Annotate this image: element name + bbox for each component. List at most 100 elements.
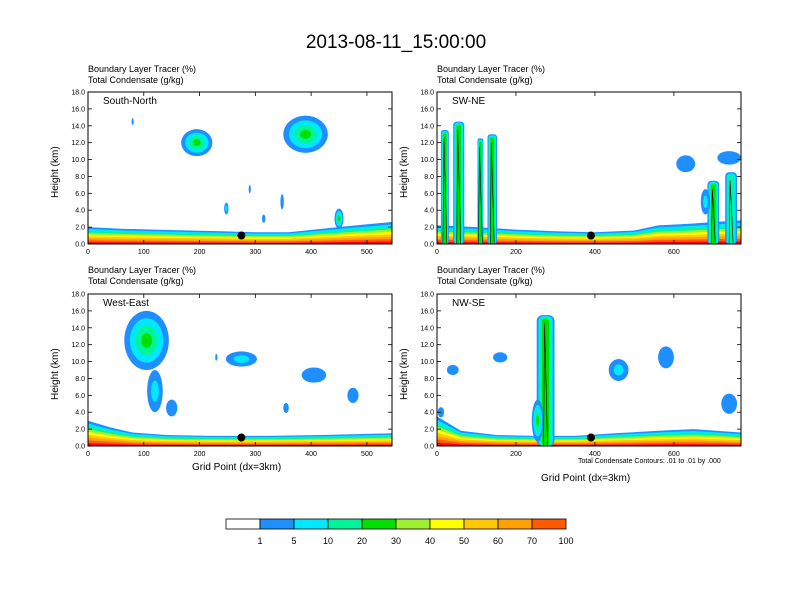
panel-2-line2: Total Condensate (g/kg) [437,75,533,85]
ytick-label: 18.0 [71,90,85,97]
panel-4-xlabel: Grid Point (dx=3km) [541,473,631,484]
xtick-label: 0 [435,451,439,458]
panel-4-line2: Total Condensate (g/kg) [437,276,533,286]
ytick-label: 0.0 [424,444,434,451]
ytick-label: 12.0 [71,140,85,147]
panel-2-header: Boundary Layer Tracer (%) Total Condensa… [437,64,545,86]
cloud-south-north-4 [225,205,228,212]
panel-south-north: 0.0 2.0 4.0 6.0 8.0 10.0 12.0 14.0 16.0 18.0 0 100 2… [71,90,393,256]
pbl-layer [88,440,392,446]
cloud-nw-se-3 [613,364,624,376]
ytick-label: 8.0 [75,376,85,383]
panel-sw-ne: 0.0 2.0 4.0 6.0 8.0 10.0 12.0 14.0 16.0 18.0 0 200 4… [420,90,742,256]
ytick-label: 4.0 [75,208,85,215]
colorbar-swatch [463,518,499,530]
ytick-label: 14.0 [420,325,434,332]
colorbar-swatch [225,518,261,530]
plot-frame-west-east [87,293,393,447]
cloud-south-north-3 [337,216,341,222]
pbl-layer [437,442,741,446]
panel-4-ylabel: Height (km) [399,348,410,400]
xtick-label: 100 [138,451,150,458]
ytick-label: 18.0 [420,90,434,97]
ytick-label: 10.0 [71,157,85,164]
colorbar-label: 100 [558,536,573,546]
ytick-label: 6.0 [75,191,85,198]
xtick-label: 200 [510,451,522,458]
ytick-label: 12.0 [71,342,85,349]
cloud-south-north-6 [248,184,251,194]
cloud-south-north-5 [280,194,284,210]
ytick-label: 4.0 [75,410,85,417]
ytick-label: 10.0 [420,157,434,164]
ytick-label: 12.0 [420,140,434,147]
condensate-contour [489,142,495,244]
cloud-west-east-5 [301,367,327,383]
colorbar-label: 1 [257,536,262,546]
location-marker [237,433,246,442]
xtick-label: 400 [589,249,601,256]
colorbar-label: 5 [291,536,296,546]
pbl-layer [88,241,392,244]
panel-3-header: Boundary Layer Tracer (%) Total Condensa… [88,265,196,287]
panel-3-ylabel: Height (km) [50,348,61,400]
inset-label: South-North [103,96,157,107]
ytick-label: 16.0 [71,106,85,113]
condensate-contour [728,180,734,244]
xtick-label: 300 [249,249,261,256]
ytick-label: 2.0 [75,427,85,434]
cloud-west-east-3 [166,399,178,417]
cloud-sw-ne-8 [717,151,741,165]
condensate-contour [456,129,462,244]
condensate-contour [478,146,483,244]
plot-frame-sw-ne [436,91,742,245]
inset-label: West-East [103,298,149,309]
xtick-label: 400 [589,451,601,458]
cloud-west-east-1 [140,333,153,348]
ytick-label: 2.0 [75,225,85,232]
ytick-label: 8.0 [424,174,434,181]
panel-2-ylabel: Height (km) [399,146,410,198]
cloud-west-east-2 [151,380,159,402]
ytick-label: 6.0 [424,393,434,400]
ytick-label: 16.0 [71,308,85,315]
ytick-label: 18.0 [71,292,85,299]
pbl-layer [88,443,392,446]
ytick-label: 12.0 [420,342,434,349]
cloud-west-east-8 [215,353,218,361]
column-sw-ne-1 [443,133,447,244]
field-nw-se [437,294,741,446]
colorbar-label: 40 [425,536,435,546]
xtick-label: 0 [86,451,90,458]
colorbar-label: 60 [493,536,503,546]
pbl-layer [437,241,741,244]
xtick-label: 0 [435,249,439,256]
panel-nw-se: 0.0 2.0 4.0 6.0 8.0 10.0 12.0 14.0 16.0 18.0 0 200 4… [420,292,742,458]
xtick-label: 200 [194,249,206,256]
cloud-nw-se-4 [658,346,674,369]
cloud-west-east-4 [233,355,250,363]
panel-3-line2: Total Condensate (g/kg) [88,276,184,286]
cloud-sw-ne-9 [703,195,708,209]
ytick-label: 14.0 [71,123,85,130]
ytick-label: 14.0 [71,325,85,332]
colorbar-swatch [259,518,295,530]
field-south-north [88,92,392,244]
ytick-label: 16.0 [420,308,434,315]
ytick-label: 10.0 [71,359,85,366]
ytick-label: 8.0 [75,174,85,181]
panel-west-east: 0.0 2.0 4.0 6.0 8.0 10.0 12.0 14.0 16.0 18.0 0 100 2… [71,292,393,458]
colorbar-swatch [293,518,329,530]
ytick-label: 0.0 [75,242,85,249]
panel-1-header: Boundary Layer Tracer (%) Total Condensa… [88,64,196,86]
colorbar-swatch [361,518,397,530]
xtick-label: 300 [249,451,261,458]
xtick-label: 200 [510,249,522,256]
contour-note: Total Condensate Contours: .01 to .01 by… [578,458,721,465]
ytick-label: 2.0 [424,225,434,232]
cloud-south-north-1 [192,139,201,147]
condensate-contour [711,189,716,244]
colorbar-label: 50 [459,536,469,546]
colorbar-swatch [531,518,567,530]
